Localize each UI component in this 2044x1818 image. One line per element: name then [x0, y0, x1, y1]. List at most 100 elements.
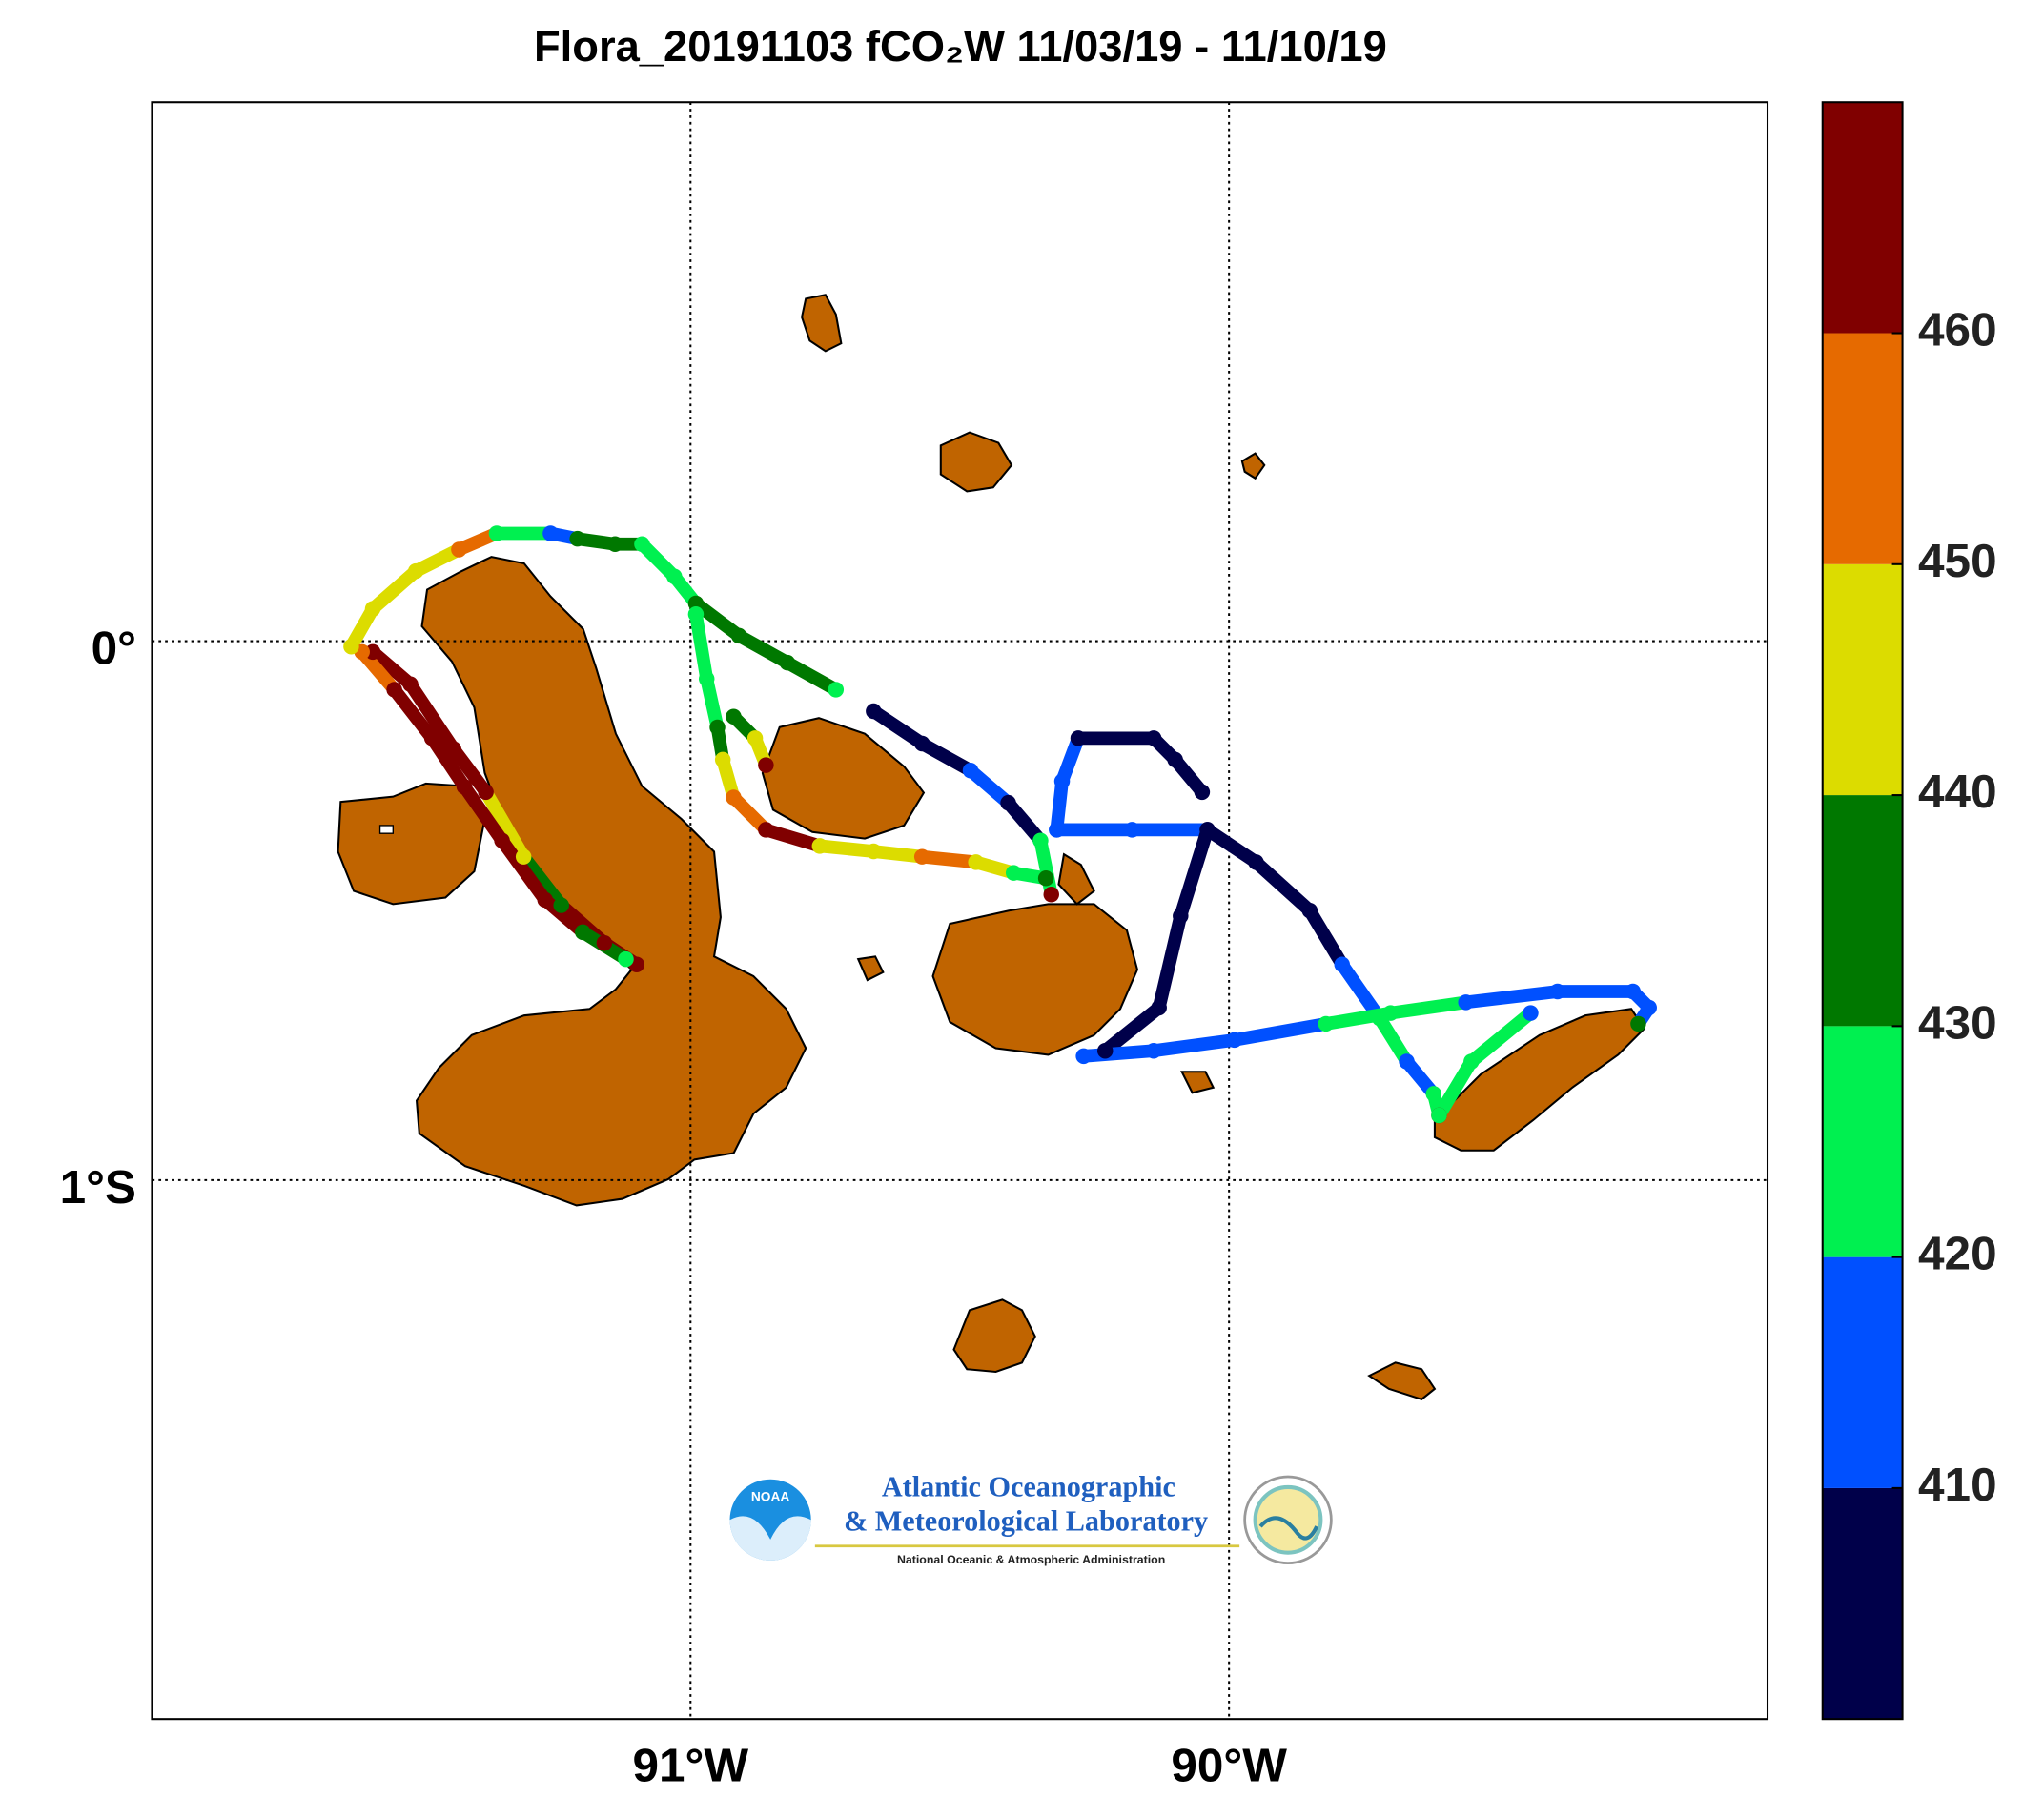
track-point: [1625, 983, 1642, 1000]
colorbar-band: [1822, 563, 1903, 796]
track-point: [494, 832, 510, 848]
track-line: [781, 656, 843, 697]
track-line: [409, 542, 466, 578]
track-line: [479, 785, 531, 864]
track-point: [407, 562, 424, 580]
track-point: [1226, 1032, 1243, 1049]
track-point: [866, 843, 882, 860]
track-line: [1001, 796, 1048, 848]
track-line: [1303, 904, 1349, 971]
track-point: [1145, 1042, 1162, 1059]
track-line: [1459, 985, 1564, 1010]
track-line: [867, 845, 930, 864]
track-point: [1075, 1048, 1092, 1065]
track-point: [828, 682, 845, 698]
colorbar-tick-label: 420: [1918, 1228, 1997, 1280]
track-point: [913, 735, 930, 752]
y-tick-label: 1°S: [60, 1161, 136, 1214]
track-point: [1523, 1005, 1539, 1021]
track-line: [387, 683, 439, 746]
track-point: [1248, 854, 1264, 870]
island: [931, 903, 1139, 1056]
colorbar-tick-label: 460: [1918, 304, 1997, 357]
track-line: [446, 742, 493, 799]
island: [337, 782, 486, 906]
track-line: [1373, 1011, 1414, 1069]
track-point: [445, 741, 461, 757]
track-line: [366, 564, 423, 616]
lake: [378, 825, 394, 834]
track-point: [1194, 784, 1211, 801]
colorbar-band: [1822, 1256, 1903, 1488]
track-point: [730, 627, 747, 644]
track-line: [425, 731, 471, 794]
colorbar-band: [1822, 1487, 1903, 1720]
x-tick-label: 90°W: [1171, 1739, 1287, 1791]
oar-seal-wave: [1258, 1516, 1319, 1541]
track-point: [569, 530, 585, 547]
track-line: [964, 764, 1015, 810]
y-tick-label: 0°: [92, 623, 136, 675]
island: [856, 955, 885, 982]
track-line: [517, 849, 568, 912]
track-point: [618, 950, 634, 968]
colorbar-frame: [1821, 101, 1904, 1721]
track-line: [495, 833, 552, 907]
grid: [152, 102, 1768, 1720]
track-line: [403, 677, 460, 756]
track-point: [515, 848, 532, 865]
track-point: [575, 924, 591, 941]
track-point: [1005, 865, 1022, 881]
island: [1180, 1071, 1216, 1094]
track-point: [364, 643, 381, 661]
track-line: [1383, 995, 1473, 1020]
track-point: [666, 568, 683, 584]
track-point: [606, 536, 623, 553]
plot-frame: [151, 101, 1769, 1721]
track-point: [1425, 1086, 1442, 1102]
track-point: [1043, 887, 1059, 903]
track-point: [714, 751, 731, 768]
x-tick-label: 91°W: [633, 1739, 749, 1791]
track-line: [700, 672, 725, 734]
track-point: [811, 838, 828, 854]
track-point: [1641, 999, 1657, 1016]
track-point: [779, 654, 796, 671]
track-point: [698, 670, 715, 687]
island: [1367, 1361, 1437, 1401]
track-line: [915, 849, 983, 869]
colorbar-tick-label: 430: [1918, 996, 1997, 1049]
track-point: [537, 891, 554, 909]
logo-line: National Oceanic & Atmospheric Administr…: [897, 1553, 1165, 1566]
noaa-bird: [729, 1516, 811, 1561]
track-line: [867, 705, 930, 750]
track-line: [1147, 1033, 1241, 1058]
track-point: [343, 638, 359, 655]
island: [1433, 1008, 1646, 1152]
track-point: [746, 730, 764, 746]
track-point: [1070, 730, 1087, 746]
track-point: [968, 854, 984, 870]
track-point: [1630, 1015, 1646, 1032]
track-point: [634, 536, 650, 553]
track-point: [364, 601, 381, 617]
colorbar-band: [1822, 1026, 1903, 1257]
track-point: [866, 703, 882, 720]
track-point: [962, 762, 979, 779]
track-point: [386, 682, 402, 698]
track-line: [689, 607, 714, 686]
track-point: [1032, 832, 1049, 848]
track-point: [1000, 794, 1016, 811]
track-point: [913, 848, 930, 865]
colorbar-tick-label: 450: [1918, 535, 1997, 587]
track-line: [1033, 833, 1058, 902]
track-point: [1124, 822, 1140, 838]
track-line: [458, 780, 509, 848]
track-point: [1151, 999, 1167, 1016]
track-point: [726, 708, 742, 725]
island: [761, 717, 926, 840]
logo-line: Atlantic Oceanographic: [882, 1471, 1175, 1503]
island: [952, 1298, 1036, 1374]
